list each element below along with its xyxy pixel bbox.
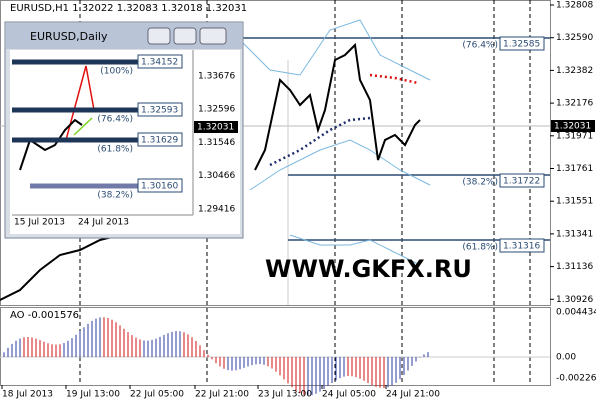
price-tick-label: 1.31761 bbox=[556, 164, 593, 174]
time-tick-label: 24 Jul 21:00 bbox=[386, 390, 440, 400]
ao-histogram bbox=[3, 317, 429, 396]
ao-frame bbox=[0, 307, 551, 386]
inset-price-tick-label: 1.31546 bbox=[198, 138, 235, 148]
inset-fib-price: 1.31629 bbox=[141, 136, 178, 146]
inset-fib-percent: (61.8%) bbox=[97, 145, 133, 155]
inset-fib-box bbox=[137, 178, 183, 193]
inset-fib-box bbox=[137, 102, 183, 117]
inset-time-label: 24 Jul 2013 bbox=[78, 218, 129, 228]
price-tick-label: 1.31551 bbox=[556, 197, 593, 207]
inset-current-price: 1.32031 bbox=[197, 123, 234, 133]
time-tick-label: 22 Jul 21:00 bbox=[195, 390, 249, 400]
bollinger-lower2 bbox=[289, 234, 421, 266]
inset-fib-percent: (38.2%) bbox=[97, 191, 133, 201]
price-tick-label: 1.31341 bbox=[556, 229, 593, 239]
time-tick-label: 22 Jul 05:00 bbox=[130, 390, 184, 400]
time-tick-label: 23 Jul 13:00 bbox=[258, 390, 312, 400]
main-frame bbox=[0, 0, 551, 306]
inset-fib-box bbox=[137, 132, 183, 147]
fib-price-box bbox=[499, 173, 545, 188]
inset-title: EURUSD,Daily bbox=[30, 30, 108, 43]
price-tick-label: 1.31136 bbox=[556, 262, 593, 272]
time-tick-label: 18 Jul 2013 bbox=[2, 390, 53, 400]
inset-fib-price: 1.32593 bbox=[141, 106, 178, 116]
price-tick-label: 1.32382 bbox=[556, 66, 593, 76]
inset-time-label: 15 Jul 2013 bbox=[14, 218, 65, 228]
ao-tick-label: -0.00226 bbox=[556, 374, 596, 384]
inset-price-tick-label: 1.33676 bbox=[198, 72, 235, 82]
ao-label: AO -0.001576 bbox=[10, 310, 79, 321]
watermark: WWW.GKFX.RU bbox=[265, 255, 472, 283]
ao-tick-label: 0.00 bbox=[556, 353, 576, 363]
inset-fib-percent: (100%) bbox=[100, 67, 133, 77]
fib-percent: (76.4%) bbox=[462, 41, 498, 51]
bollinger-lower bbox=[249, 139, 431, 191]
inset-fib-box bbox=[137, 54, 183, 69]
fib-price: 1.31316 bbox=[503, 242, 540, 252]
price-tick-label: 1.32590 bbox=[556, 33, 593, 43]
fib-price: 1.32585 bbox=[503, 40, 540, 50]
sar-dots-red bbox=[369, 73, 419, 85]
inset-zigzag bbox=[65, 65, 95, 141]
minimize-button[interactable] bbox=[147, 27, 171, 45]
inset-price-tick-label: 1.30466 bbox=[198, 171, 235, 181]
price-tick-label: 1.31971 bbox=[556, 131, 593, 141]
fib-price-box bbox=[499, 238, 545, 253]
fib-price-box bbox=[499, 36, 545, 51]
inset-fib-price: 1.34152 bbox=[141, 58, 178, 68]
current-price-box bbox=[551, 120, 595, 132]
current-price: 1.32031 bbox=[554, 122, 591, 132]
chart-header: EURUSD,H1 1.32022 1.32083 1.32018 1.3203… bbox=[10, 3, 247, 14]
inset-price-tick-label: 1.32596 bbox=[198, 105, 235, 115]
time-tick-label: 19 Jul 13:00 bbox=[66, 390, 120, 400]
price-path bbox=[254, 42, 421, 171]
close-button[interactable] bbox=[199, 27, 227, 45]
maximize-button[interactable] bbox=[173, 27, 197, 45]
inset-fib-price: 1.30160 bbox=[141, 182, 178, 192]
fib-percent: (38.2%) bbox=[462, 178, 498, 188]
inset-current-box bbox=[194, 121, 238, 133]
fib-percent: (61.8%) bbox=[462, 243, 498, 253]
inset-trend bbox=[73, 117, 93, 136]
fib-price: 1.31722 bbox=[503, 177, 540, 187]
inset-price-tick-label: 1.29416 bbox=[198, 204, 235, 214]
time-tick-label: 24 Jul 05:00 bbox=[322, 390, 376, 400]
price-tick-label: 1.32176 bbox=[556, 99, 593, 109]
inset-fib-percent: (76.4%) bbox=[97, 115, 133, 125]
ao-tick-label: 0.004434 bbox=[556, 308, 596, 318]
price-tick-label: 1.30926 bbox=[556, 295, 593, 305]
price-tick-label: 1.32808 bbox=[556, 1, 593, 11]
bollinger-upper bbox=[239, 19, 431, 81]
